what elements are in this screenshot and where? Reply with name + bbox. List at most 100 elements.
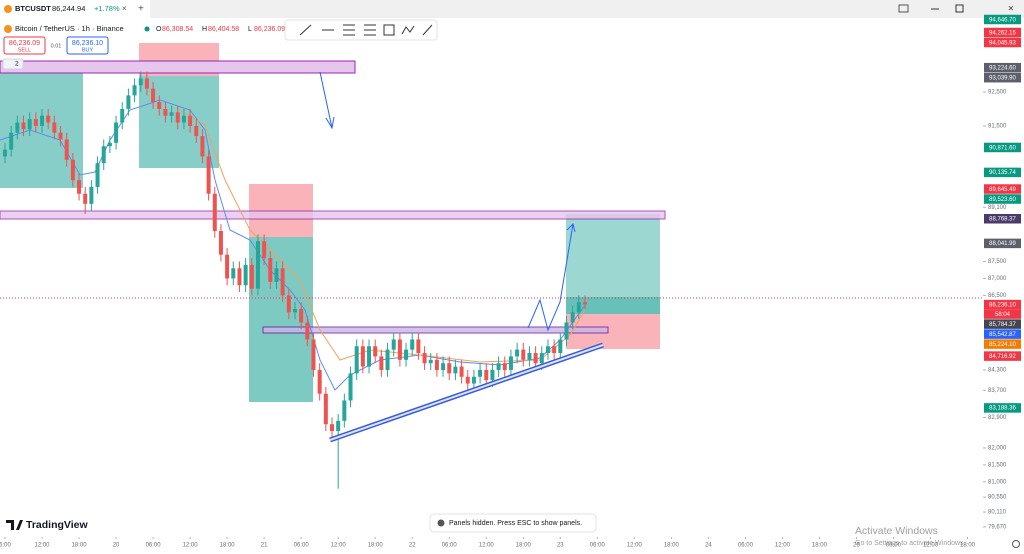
buy-button[interactable] — [66, 36, 109, 55]
sell-label: SELL — [18, 47, 31, 53]
x-tick-label: 20 — [113, 543, 120, 549]
price-badge — [984, 238, 1021, 249]
candle-body — [521, 349, 526, 360]
candle-body — [280, 268, 285, 296]
plot — [0, 43, 983, 489]
candle-body — [502, 363, 507, 370]
x-tick-label: 18:00 — [664, 543, 680, 549]
x-tick-label: 23 — [557, 543, 564, 549]
tab-price: 86,244.94 — [52, 4, 85, 13]
candle-body — [126, 95, 131, 109]
price-badge-label: 93,224.60 — [989, 66, 1016, 72]
tool-parallel-channel[interactable] — [343, 24, 355, 36]
close-button[interactable]: × — [1008, 4, 1014, 15]
candle-body — [576, 302, 581, 313]
price-badge — [984, 329, 1021, 339]
position-entry — [566, 297, 660, 314]
candle-body — [286, 295, 291, 313]
maximize-button[interactable] — [955, 4, 964, 13]
price-badge-label: 94,045.93 — [989, 40, 1016, 46]
candle-body — [367, 346, 372, 367]
candle-body — [508, 356, 513, 370]
x-tick-label: 12:00 — [627, 543, 643, 549]
price-badge — [984, 27, 1021, 38]
candle-body — [539, 353, 544, 364]
candle-body — [453, 366, 458, 374]
candle-body — [515, 349, 520, 357]
y-tick-label: 83,700 — [988, 388, 1007, 394]
y-tick-label: 81,500 — [988, 462, 1007, 468]
price-badge — [984, 37, 1021, 48]
candle-body — [237, 268, 242, 286]
candle-body — [101, 146, 106, 164]
indicator-count: 2 — [15, 61, 19, 68]
y-tick-label: 84,300 — [988, 368, 1007, 374]
tool-path[interactable] — [401, 25, 415, 35]
tab-close[interactable]: × — [122, 4, 127, 13]
settings-button[interactable] — [1012, 540, 1020, 548]
arrow — [527, 223, 576, 332]
candle-body — [138, 78, 143, 86]
sell-button[interactable] — [3, 36, 46, 55]
candle-body — [527, 353, 532, 360]
candle-body — [348, 373, 353, 401]
y-tick-label: 82,900 — [988, 415, 1007, 421]
x-tick-label: 06:00 — [738, 543, 754, 549]
candle-body — [15, 122, 20, 133]
ohlc-key: H — [202, 26, 207, 33]
price-badge-label: 86,236.10 — [989, 302, 1016, 308]
price-badge-label: 90,135.74 — [989, 170, 1016, 176]
candle-body — [354, 346, 359, 374]
indicator-toggle[interactable] — [2, 58, 24, 70]
candle-body — [218, 230, 223, 255]
y-tick-label: 81,000 — [988, 479, 1007, 485]
tool-trendline[interactable] — [299, 24, 312, 36]
toast — [429, 513, 597, 533]
candle-body — [77, 180, 82, 194]
candle-body — [70, 159, 75, 181]
tab[interactable] — [0, 0, 150, 18]
price-badge-label: 93,039.90 — [989, 76, 1016, 82]
candle-body — [21, 122, 26, 130]
candle-body — [379, 356, 384, 370]
drawing-toolbar — [284, 19, 438, 41]
price-badge-label: 90,871.60 — [989, 145, 1016, 151]
legend-title: Bitcoin / TetherUS · 1h · Binance — [15, 24, 124, 33]
price-badge-label: 89,645.49 — [989, 187, 1016, 193]
candle-body — [175, 112, 180, 123]
x-tick-label: 18:00 — [72, 543, 88, 549]
x-tick-label: 18:00 — [812, 543, 828, 549]
price-badge — [984, 403, 1021, 413]
candle-body — [231, 268, 236, 279]
y-tick-label: 79,670 — [988, 525, 1007, 531]
candle-body — [311, 339, 316, 370]
candle-body — [206, 156, 211, 194]
layout-button[interactable] — [898, 4, 909, 13]
tool-brush[interactable] — [422, 24, 433, 36]
x-tick-label: 24 — [705, 543, 712, 549]
candle-body — [490, 369, 495, 381]
axes: 92,500 91,500 89,100 87,500 87,000 86,500 84,3… — [0, 14, 1021, 549]
symbol-icon — [4, 25, 12, 33]
price-badge — [984, 339, 1021, 349]
y-tick-label: 92,500 — [988, 90, 1007, 96]
candle-body — [163, 108, 168, 116]
new-tab[interactable]: + — [138, 4, 144, 15]
x-tick-label: 18:00 — [516, 543, 532, 549]
sell-price: 86,236.09 — [9, 40, 40, 47]
x-tick-label: 18:00 — [960, 543, 976, 549]
toast-text: Panels hidden. Press ESC to show panels. — [449, 520, 582, 527]
candle-body — [533, 353, 538, 364]
tool-fib[interactable] — [364, 24, 376, 36]
x-tick-label: 22 — [409, 543, 416, 549]
y-tick-label: 80,110 — [988, 510, 1007, 516]
drawings — [0, 43, 983, 402]
price-badge-label: 94,646.70 — [989, 17, 1016, 23]
candle-body — [255, 241, 260, 289]
x-tick-label: 12:00 — [923, 543, 939, 549]
candle-body — [552, 346, 557, 354]
tool-rectangle[interactable] — [383, 24, 395, 36]
arrow — [319, 71, 335, 130]
buy-price: 86,236.10 — [72, 40, 103, 47]
watermark-subtitle: Go to Settings to activate Windows. — [855, 540, 966, 547]
